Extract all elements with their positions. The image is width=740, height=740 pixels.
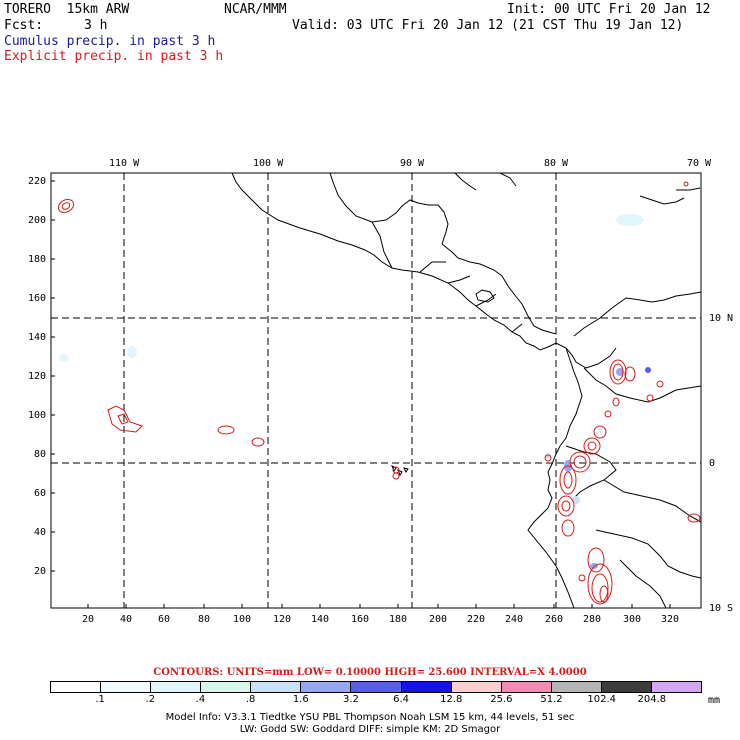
- x-tick-label: 160: [350, 614, 370, 625]
- x-tick-label: 220: [466, 614, 486, 625]
- legend-swatch: [551, 682, 602, 692]
- x-tick-label: 120: [272, 614, 292, 625]
- legend-label: .2: [145, 694, 156, 705]
- legend-swatch: [651, 682, 702, 692]
- latlon-grid: [51, 173, 701, 608]
- model-info-line2: LW: Godd SW: Goddard DIFF: simple KM: 2D…: [239, 724, 501, 735]
- x-tick-label: 180: [388, 614, 408, 625]
- legend-swatch: [301, 682, 352, 692]
- legend-swatch: [251, 682, 302, 692]
- x-tick-label: 240: [504, 614, 524, 625]
- lon-label-90w: 90 W: [400, 158, 425, 169]
- y-tick-label: 180: [27, 254, 46, 265]
- lon-label-80w: 80 W: [544, 158, 569, 169]
- y-tick-label: 120: [27, 371, 46, 382]
- y-tick-label: 160: [27, 293, 46, 304]
- y-tick-label: 20: [33, 566, 46, 577]
- legend-swatch: [401, 682, 452, 692]
- x-tick-label: 80: [197, 614, 211, 625]
- lat-label-0: 0: [709, 458, 716, 469]
- y-tick-label: 140: [27, 332, 46, 343]
- x-tick-label: 100: [232, 614, 252, 625]
- legend-label: .1: [95, 694, 105, 705]
- legend-label: 12.8: [440, 694, 463, 705]
- x-tick-label: 260: [544, 614, 564, 625]
- contours-info: CONTOURS: UNITS=mm LOW= 0.10000 HIGH= 25…: [153, 667, 587, 678]
- lon-label-110w: 110 W: [109, 158, 140, 169]
- color-legend: [50, 681, 702, 693]
- y-tick-label: 100: [27, 410, 46, 421]
- axis-ticks: [51, 180, 671, 608]
- x-tick-label: 280: [582, 614, 602, 625]
- y-tick-label: 60: [33, 488, 46, 499]
- legend-swatch: [351, 682, 402, 692]
- x-tick-label: 40: [119, 614, 133, 625]
- legend-swatch: [101, 682, 152, 692]
- model-title: TORERO 15km ARW: [4, 2, 130, 17]
- y-tick-label: 200: [27, 215, 46, 226]
- lon-label-70w: 70 W: [687, 158, 712, 169]
- legend-label: 51.2: [540, 694, 563, 705]
- x-tick-label: 300: [622, 614, 642, 625]
- y-tick-label: 80: [33, 449, 46, 460]
- legend-label: 25.6: [490, 694, 513, 705]
- legend-swatch: [501, 682, 552, 692]
- legend-label: .8: [245, 694, 256, 705]
- explicit-precip-contours: [57, 181, 701, 605]
- forecast-label: Fcst:: [4, 18, 44, 33]
- lat-label-10s: 10 S: [709, 603, 734, 614]
- legend-labels: .1 .2 .4 .8 1.6 3.2 6.4 12.8 25.6 51.2 102.4 204.8: [50, 694, 702, 706]
- y-tick-label: 40: [33, 527, 46, 538]
- x-tick-label: 320: [660, 614, 680, 625]
- legend-label: 6.4: [393, 694, 410, 705]
- legend-label: .4: [195, 694, 206, 705]
- legend-swatch: [151, 682, 202, 692]
- legend-unit: mm: [708, 695, 721, 706]
- legend-swatch: [451, 682, 502, 692]
- lon-label-100w: 100 W: [253, 158, 284, 169]
- field-cumulus-label: Cumulus precip. in past 3 h: [4, 34, 216, 49]
- legend-label: 1.6: [292, 694, 309, 705]
- x-tick-label: 60: [157, 614, 171, 625]
- forecast-hour: 3 h: [84, 18, 108, 33]
- coastlines: [231, 172, 702, 609]
- lat-label-10n: 10 N: [709, 313, 734, 324]
- legend-swatch: [51, 682, 102, 692]
- map-frame: [50, 172, 702, 609]
- y-tick-label: 220: [27, 176, 46, 187]
- x-tick-label: 200: [428, 614, 448, 625]
- legend-label: 3.2: [342, 694, 359, 705]
- x-tick-label: 140: [310, 614, 330, 625]
- legend-swatch: [601, 682, 652, 692]
- center-name: NCAR/MMM: [224, 2, 287, 17]
- valid-time: Valid: 03 UTC Fri 20 Jan 12 (21 CST Thu …: [292, 18, 684, 33]
- init-time: Init: 00 UTC Fri 20 Jan 12: [507, 2, 711, 17]
- legend-label: 204.8: [637, 694, 667, 705]
- x-tick-label: 20: [81, 614, 95, 625]
- cumulus-precip-shading: [59, 214, 651, 569]
- legend-label: 102.4: [587, 694, 617, 705]
- legend-swatch: [201, 682, 252, 692]
- field-explicit-label: Explicit precip. in past 3 h: [4, 49, 224, 64]
- model-info-line1: Model Info: V3.3.1 Tiedtke YSU PBL Thomp…: [165, 712, 575, 723]
